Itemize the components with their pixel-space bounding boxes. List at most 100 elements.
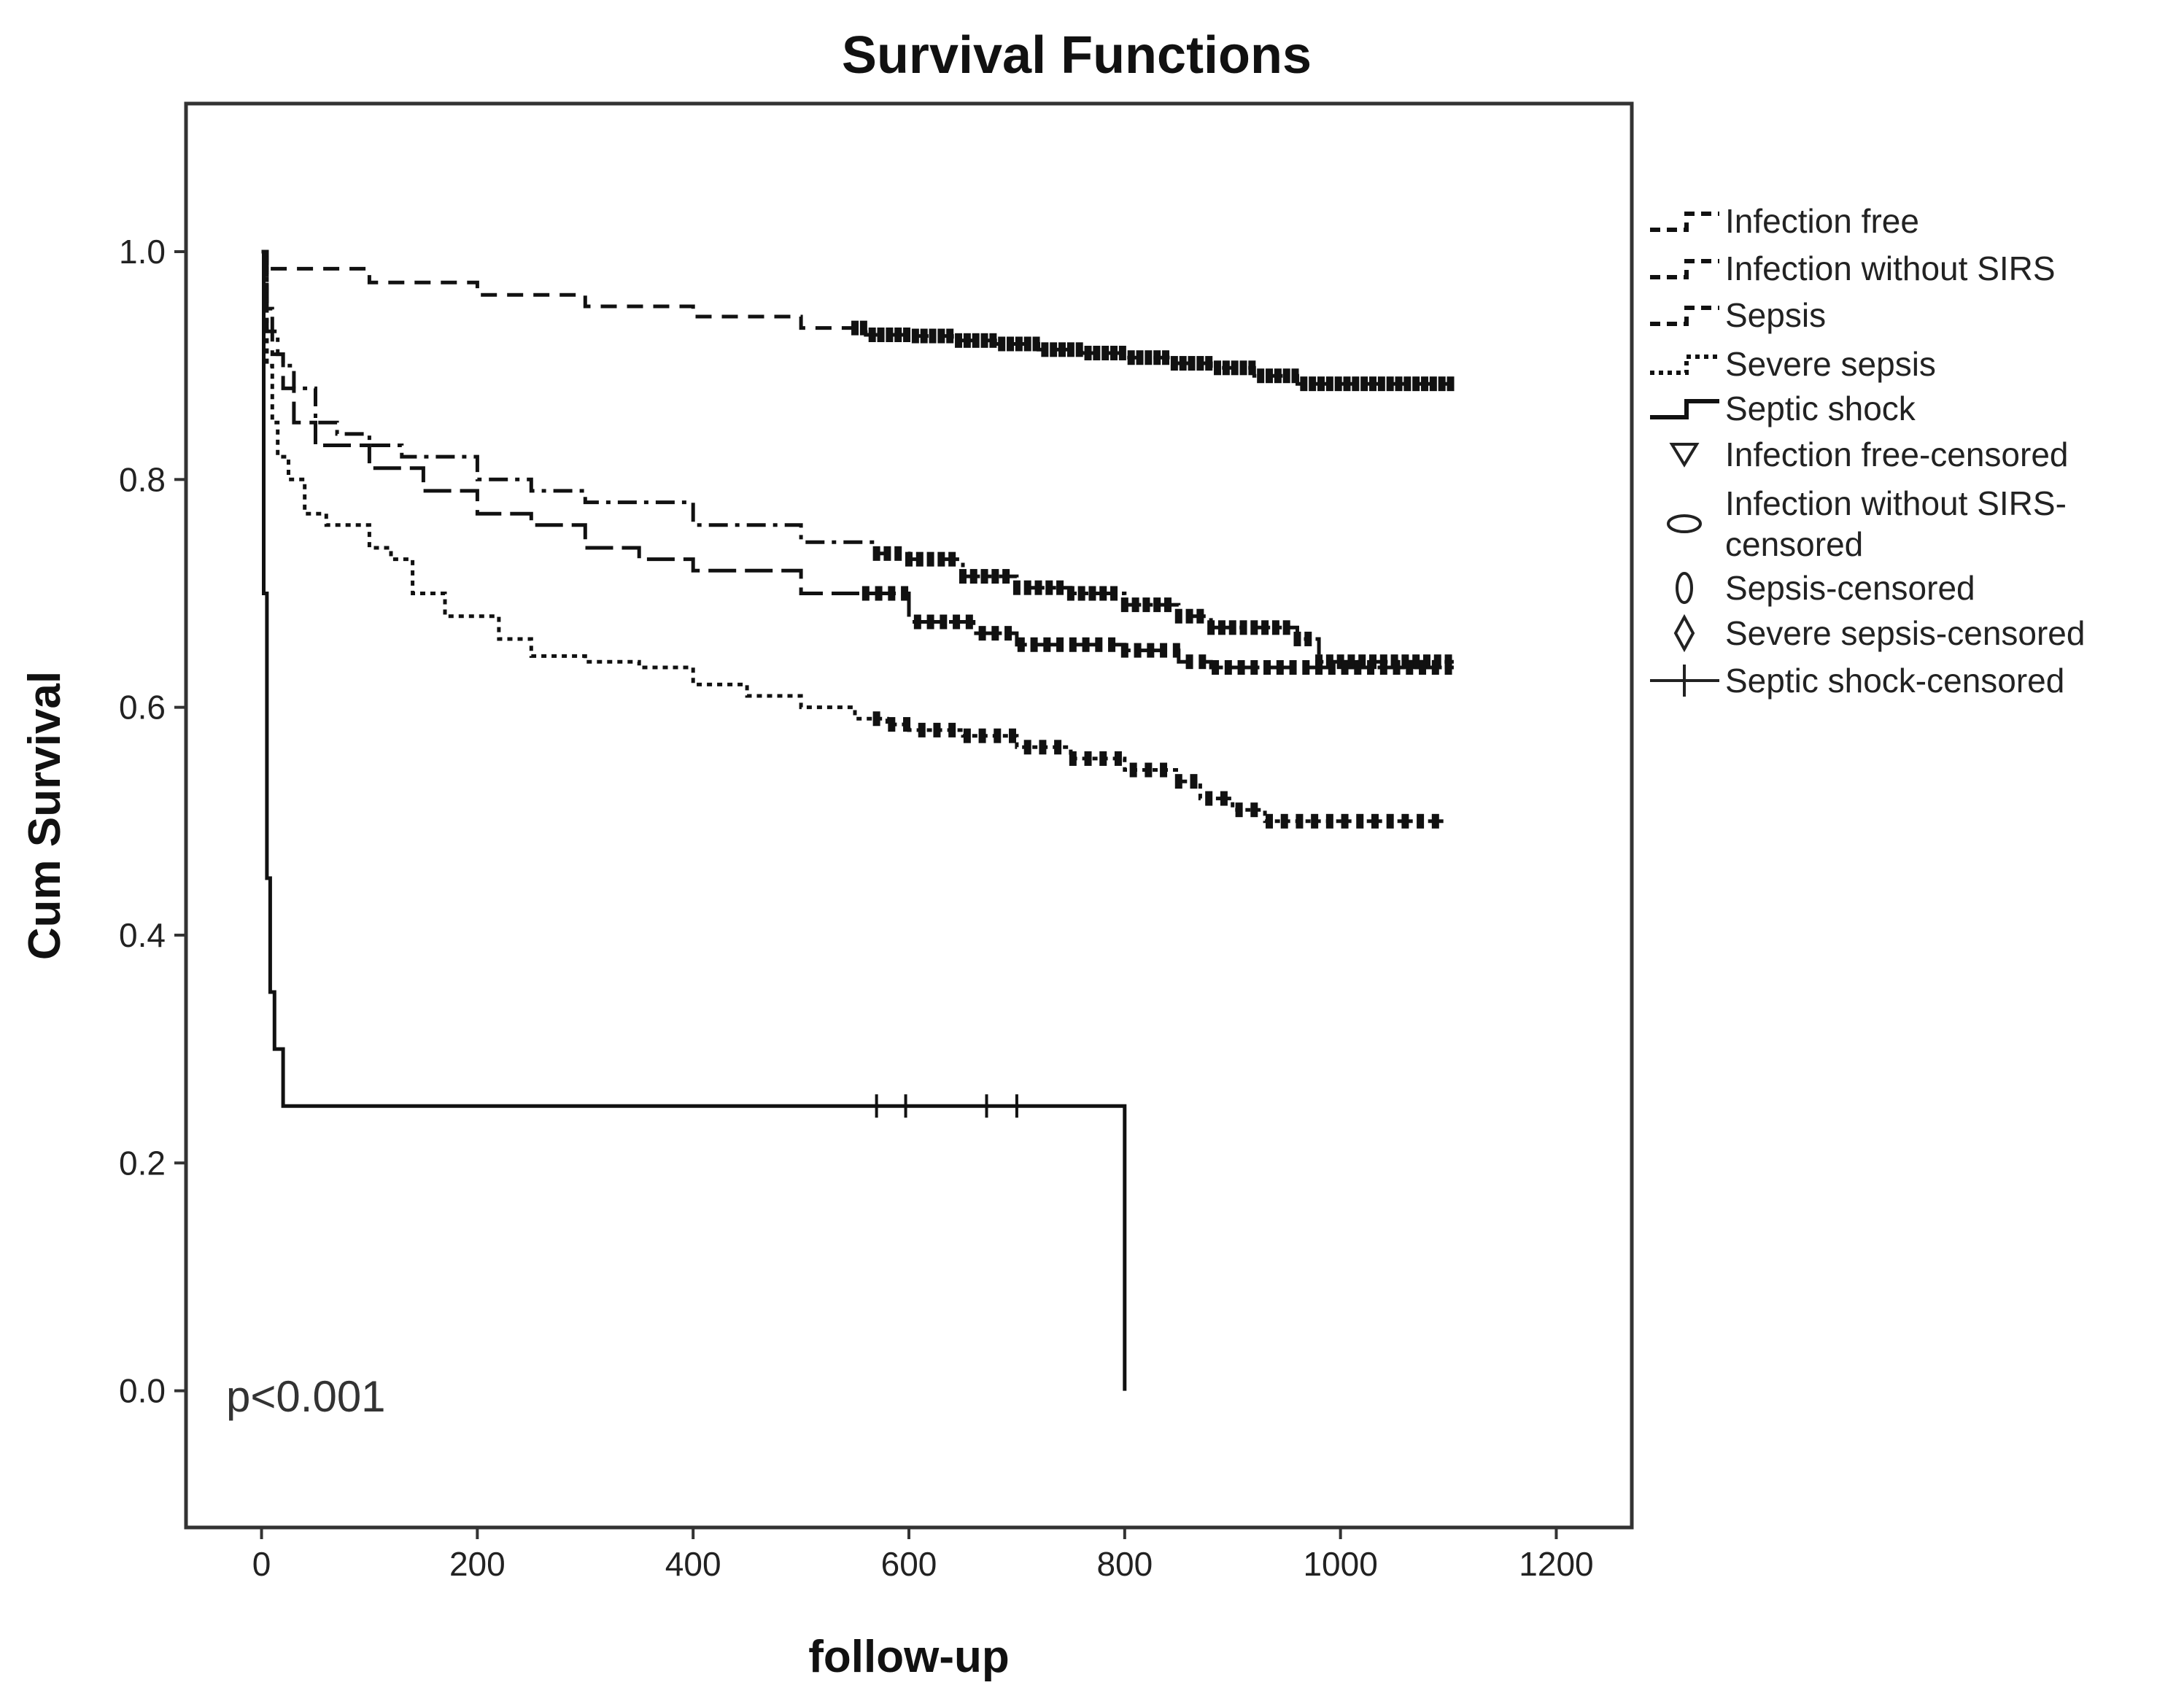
censored-mark xyxy=(1431,659,1439,675)
censored-mark xyxy=(1045,580,1053,595)
censored-mark xyxy=(894,546,902,561)
censored-mark xyxy=(1127,350,1135,365)
censored-mark xyxy=(1093,345,1101,360)
censored-mark xyxy=(1050,342,1058,357)
censored-mark xyxy=(1266,813,1274,829)
chart-title: Survival Functions xyxy=(842,26,1312,85)
censored-mark xyxy=(1190,774,1198,789)
censored-mark xyxy=(989,333,997,348)
censored-mark xyxy=(1429,376,1437,392)
legend-item: Infection without SIRS-censored xyxy=(1667,484,2067,563)
censored-mark xyxy=(1110,345,1118,360)
censored-mark xyxy=(1082,637,1090,652)
censored-mark xyxy=(1196,356,1204,371)
censored-mark xyxy=(1101,345,1110,360)
censored-mark xyxy=(1212,659,1220,675)
censored-mark xyxy=(1084,751,1092,766)
censored-mark xyxy=(980,333,988,348)
censored-mark xyxy=(972,333,980,348)
censored-mark xyxy=(1007,336,1015,352)
censored-mark xyxy=(1131,597,1139,613)
censored-mark xyxy=(1153,350,1161,365)
censored-mark xyxy=(1077,586,1085,601)
censored-mark xyxy=(1250,659,1258,675)
censored-mark xyxy=(940,614,948,630)
y-tick-label: 0.6 xyxy=(119,689,166,727)
legend-line-symbol xyxy=(1650,212,1719,232)
censored-mark xyxy=(1145,762,1153,778)
censored-mark xyxy=(1039,740,1047,755)
censored-mark xyxy=(1354,659,1362,675)
censored-mark xyxy=(1222,360,1230,376)
censored-mark xyxy=(1422,654,1430,670)
x-tick-label: 800 xyxy=(1096,1545,1153,1583)
legend-label: Sepsis xyxy=(1725,296,1826,334)
censored-mark xyxy=(1043,637,1051,652)
ellipse-icon xyxy=(1667,514,1702,533)
series-layer xyxy=(261,249,1455,1391)
censored-mark xyxy=(1120,643,1128,658)
censored-mark xyxy=(1239,620,1247,635)
series-line xyxy=(261,249,1454,386)
censored-mark xyxy=(1023,336,1031,352)
censored-mark xyxy=(1056,637,1064,652)
censored-mark xyxy=(953,614,961,630)
censored-mark xyxy=(963,333,971,348)
censored-mark xyxy=(1134,643,1142,658)
censored-mark xyxy=(1248,360,1256,376)
plus-icon xyxy=(1650,665,1719,697)
censored-mark xyxy=(926,614,934,630)
censored-mark xyxy=(1174,774,1182,789)
censored-mark xyxy=(1250,620,1258,635)
censored-mark xyxy=(1360,376,1368,392)
legend-item: Septic shock xyxy=(1650,390,1916,427)
censored-mark xyxy=(1419,659,1427,675)
censored-mark xyxy=(1379,659,1387,675)
censored-mark xyxy=(1282,620,1290,635)
legend-item: Severe sepsis-censored xyxy=(1673,613,2085,653)
censored-mark xyxy=(1066,586,1074,601)
censored-mark xyxy=(1118,345,1126,360)
censored-mark xyxy=(1300,376,1308,392)
legend-item: Infection without SIRS xyxy=(1650,249,2056,287)
censored-mark xyxy=(1325,813,1333,829)
censored-mark xyxy=(1377,376,1385,392)
legend-label: Severe sepsis-censored xyxy=(1725,614,2085,652)
censored-mark xyxy=(1214,360,1222,376)
censored-mark xyxy=(875,586,883,601)
censored-mark xyxy=(1205,791,1213,806)
censored-mark xyxy=(1401,813,1409,829)
censored-mark xyxy=(1334,376,1342,392)
censored-mark xyxy=(937,551,945,567)
censored-mark xyxy=(1412,376,1420,392)
series-line xyxy=(261,249,1449,824)
censored-mark xyxy=(1032,336,1040,352)
censored-mark xyxy=(861,586,870,601)
diamond-icon xyxy=(1673,613,1695,653)
censored-mark xyxy=(1356,813,1364,829)
censored-mark xyxy=(978,728,986,743)
censored-mark xyxy=(1444,659,1452,675)
censored-mark xyxy=(872,711,880,727)
censored-mark xyxy=(1172,643,1180,658)
censored-mark xyxy=(1371,813,1379,829)
censored-mark xyxy=(1030,637,1038,652)
censored-mark xyxy=(1002,569,1010,584)
censored-mark xyxy=(1008,728,1016,743)
censored-mark xyxy=(1239,360,1247,376)
censored-mark xyxy=(1162,350,1170,365)
censored-mark xyxy=(1185,654,1193,670)
censored-mark xyxy=(1220,791,1228,806)
censored-mark xyxy=(1386,376,1394,392)
censored-mark xyxy=(1023,580,1031,595)
censored-mark xyxy=(991,626,999,641)
censored-mark xyxy=(1280,813,1288,829)
censored-mark xyxy=(1231,360,1239,376)
censored-mark xyxy=(1108,637,1116,652)
x-axis-label: follow-up xyxy=(808,1632,1009,1682)
legend-item: Infection free-censored xyxy=(1669,435,2069,473)
censored-mark xyxy=(894,328,902,343)
censored-mark xyxy=(1447,376,1455,392)
censored-mark xyxy=(1088,586,1096,601)
